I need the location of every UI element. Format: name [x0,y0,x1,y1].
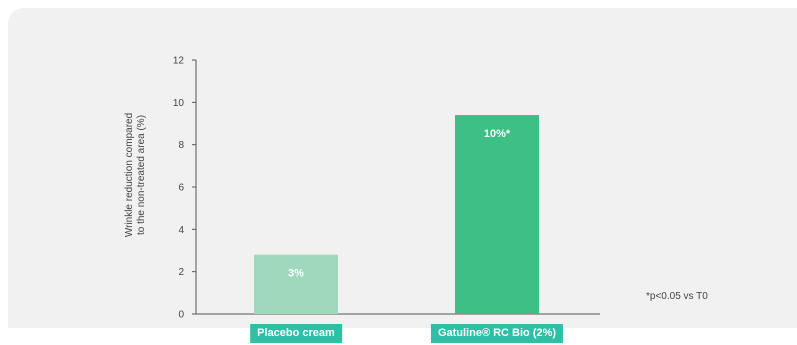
footnote: *p<0.05 vs T0 [646,291,708,302]
bar [254,254,338,314]
chart-panel [8,8,797,328]
data-label: 10%* [484,128,511,140]
data-labels: 3% 10%* [288,128,511,280]
bar [455,115,539,315]
y-axis-label-line: to the non-treated area (%) [136,115,147,235]
category-label: Placebo cream [250,324,342,343]
category-label: Gatuline® RC Bio (2%) [430,324,564,343]
y-tick-label: 0 [178,310,184,321]
data-label: 3% [288,268,304,280]
y-tick-label: 10 [173,98,185,109]
y-tick-label: 12 [173,56,185,67]
y-tick-label: 2 [178,267,184,278]
y-tick-label: 6 [178,183,184,194]
bars [254,115,539,315]
y-tick-label: 4 [178,225,184,236]
y-axis-ticks: 0 2 4 6 8 10 12 [173,56,196,321]
y-axis-label-line: Wrinkle reduction compared [124,113,135,237]
y-axis-label: Wrinkle reduction compared to the non-tre… [124,113,147,237]
y-tick-label: 8 [178,140,184,151]
